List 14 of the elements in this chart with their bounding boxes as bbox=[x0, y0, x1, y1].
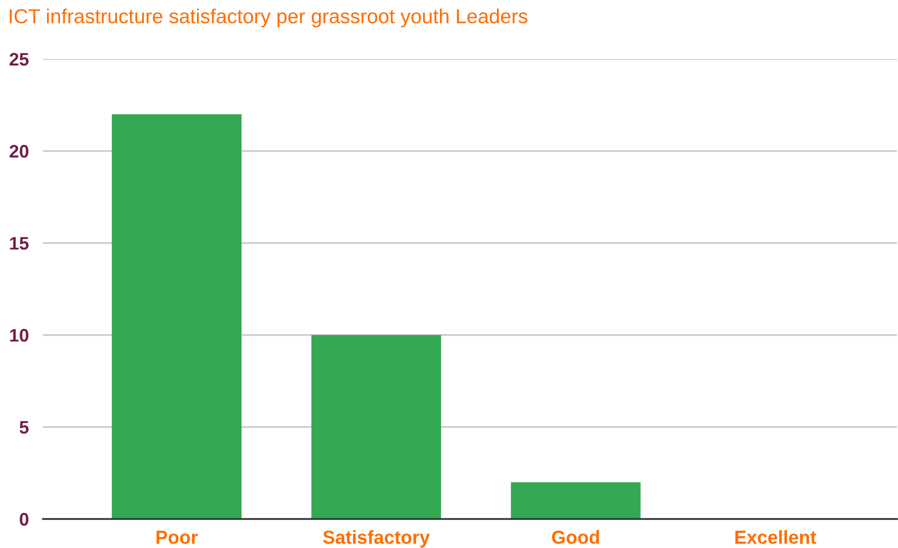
bar bbox=[112, 114, 242, 519]
bar bbox=[510, 482, 641, 519]
x-tick-label: Excellent bbox=[735, 530, 816, 544]
y-tick-label: 5 bbox=[20, 421, 29, 434]
y-tick-label: 25 bbox=[10, 52, 29, 66]
y-tick-label: 20 bbox=[10, 144, 28, 158]
y-tick-label: 10 bbox=[10, 328, 28, 342]
y-tick-label: 15 bbox=[10, 237, 29, 250]
bar bbox=[311, 335, 442, 519]
x-tick-label: Good bbox=[552, 530, 599, 544]
y-tick-label: 0 bbox=[20, 512, 28, 526]
x-tick-label: Poor bbox=[156, 530, 198, 544]
chart-title: ICT infrastructure satisfactory per grassroot youth Leaders bbox=[10, 8, 528, 28]
x-tick-label: Satisfactory bbox=[323, 530, 430, 548]
